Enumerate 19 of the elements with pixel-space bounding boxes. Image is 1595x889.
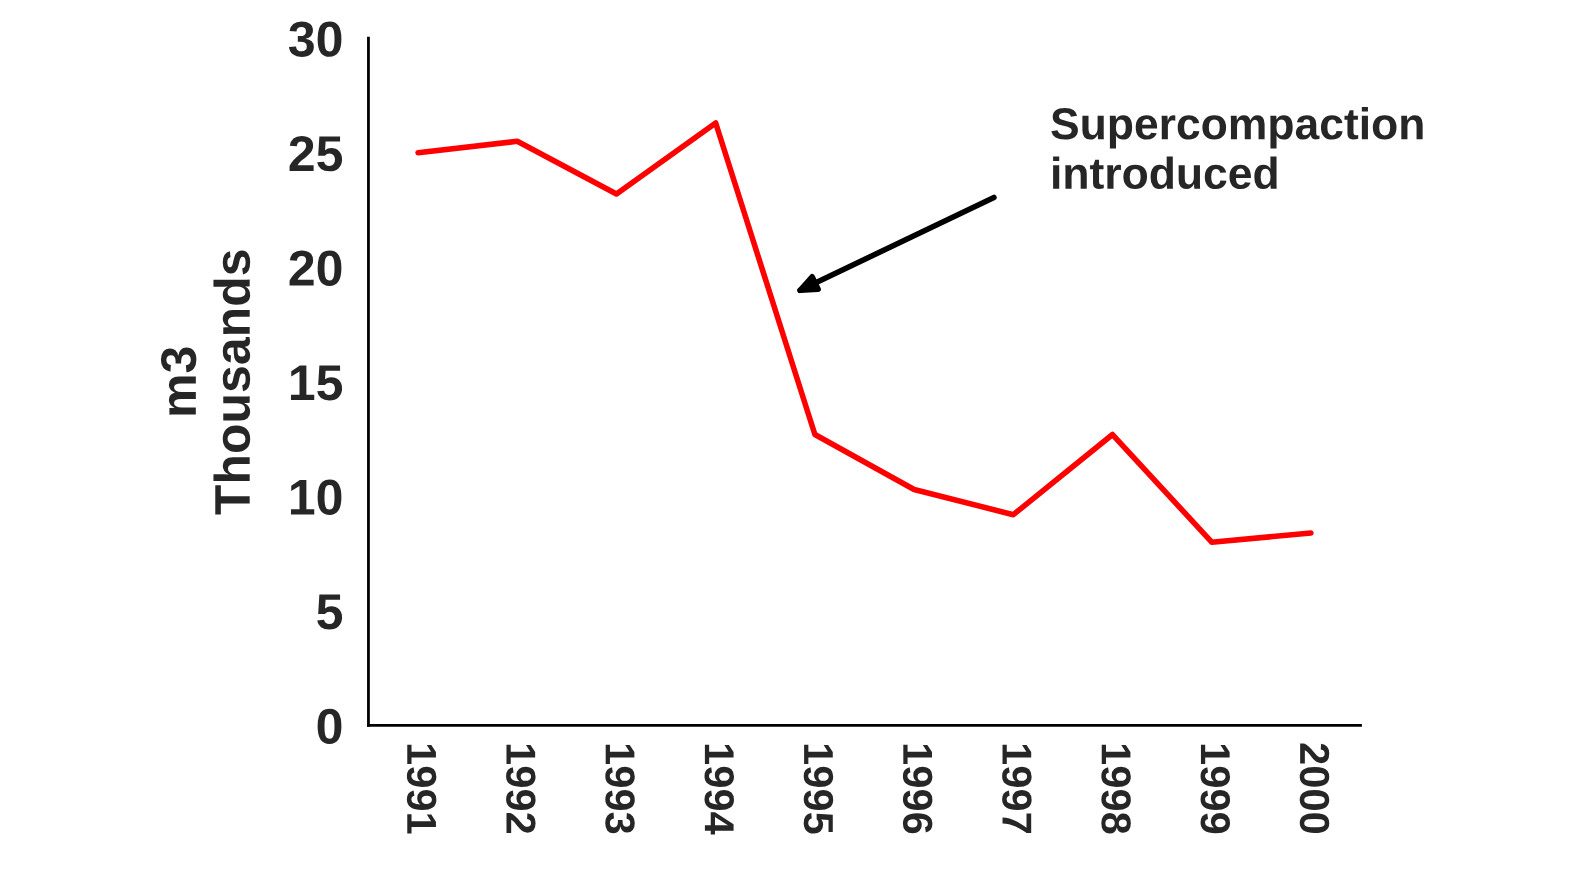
y-tick-label: 0 bbox=[317, 708, 342, 745]
y-tick-label: 20 bbox=[289, 250, 342, 286]
x-tick-label: 1996 bbox=[902, 744, 933, 834]
x-tick-label: 1999 bbox=[1200, 744, 1231, 834]
x-tick-label: 1991 bbox=[406, 744, 437, 834]
x-tick-label: 1993 bbox=[605, 744, 635, 834]
y-axis-title: m3 Thousands bbox=[160, 250, 251, 515]
y-tick-label: 15 bbox=[290, 365, 343, 401]
x-tick-label: 1994 bbox=[704, 744, 734, 835]
annotation: Supercompaction introduced bbox=[1051, 106, 1423, 190]
x-tick-label: 1995 bbox=[803, 744, 834, 834]
x-tick-label: 1992 bbox=[506, 744, 536, 834]
y-tick-label: 10 bbox=[290, 479, 342, 515]
x-tick-label: 1997 bbox=[1002, 744, 1032, 833]
y-tick-label: 30 bbox=[288, 21, 342, 57]
y-tick-label: 5 bbox=[317, 594, 343, 630]
x-tick-label: 2000 bbox=[1299, 743, 1330, 834]
y-tick-label: 25 bbox=[289, 135, 343, 172]
x-tick-label: 1998 bbox=[1101, 744, 1131, 834]
